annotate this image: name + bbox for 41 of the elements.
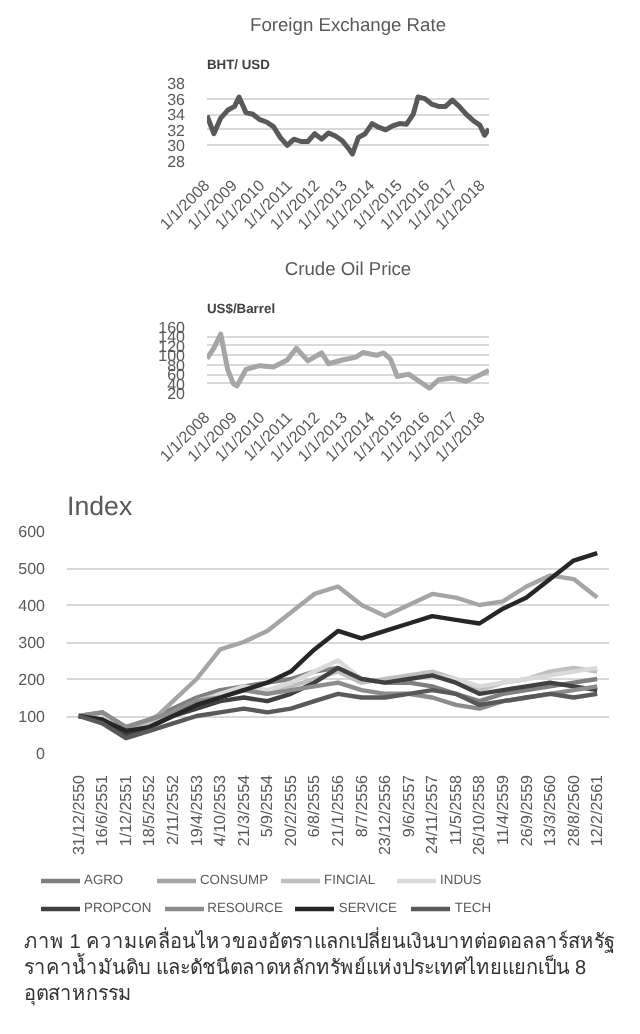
chart-title: Index [67, 491, 133, 521]
y-tick-label: 300 [18, 634, 47, 652]
y-tick-label: 34 [167, 106, 187, 125]
y-tick-label: 28 [167, 153, 187, 171]
y-tick-label: 36 [167, 90, 187, 109]
x-tick-label: 6/8/2555 [305, 773, 324, 838]
x-tick-label: 5/9/2554 [258, 773, 277, 838]
y-tick-label: 38 [167, 75, 187, 93]
y-tick-label: 200 [18, 671, 47, 689]
x-tick-label: 26/10/2558 [470, 773, 489, 856]
x-tick-label: 18/5/2552 [140, 773, 159, 847]
text: ภาพ 1 ความเคลื่อนไหวของอัตราแลกเปลี่ยนเงินบาทต่อดอลลาร์สหรัฐ ราคาน้ำมันดิบ และดัชนีตลาดหลักทรัพย์แห่งประเทศไทยแยกเป็น 8 อุตสาหกรรม [24, 930, 619, 1008]
x-tick-label: 26/9/2559 [517, 773, 536, 847]
y-tick-label: 20 [167, 385, 187, 403]
y-tick-label: 600 [18, 523, 47, 541]
x-tick-label: 28/8/2560 [564, 773, 583, 847]
x-tick-label: 21/3/2554 [234, 773, 253, 847]
y-tick-label: 500 [18, 560, 47, 578]
x-tick-label: 1/12/2551 [116, 773, 135, 847]
x-tick-label: 23/12/2556 [376, 773, 395, 856]
x-tick-label: 11/4/2559 [493, 773, 512, 845]
chart-title: Crude Oil Price [284, 259, 412, 279]
y-tick-label: 100 [18, 708, 47, 726]
chart-title: Foreign Exchange Rate [250, 15, 447, 35]
x-tick-label: 16/6/2551 [93, 773, 112, 847]
x-tick-label: 4/10/2553 [211, 773, 230, 847]
x-tick-label: 31/12/2550 [69, 773, 88, 856]
x-tick-label: 2/11/2552 [164, 773, 183, 845]
x-tick-label: 8/7/2556 [352, 773, 371, 838]
y-tick-label: 32 [167, 121, 187, 140]
y-tick-label: 30 [167, 137, 187, 156]
x-tick-label: 20/2/2555 [281, 773, 300, 847]
y-tick-label: 0 [36, 745, 47, 763]
x-tick-label: 9/6/2557 [399, 773, 418, 838]
x-tick-label: 12/2/2561 [588, 773, 607, 847]
x-tick-label: 11/5/2558 [446, 773, 465, 845]
x-tick-label: 21/1/2556 [329, 773, 347, 847]
x-tick-label: 19/4/2553 [187, 773, 206, 847]
y-tick-label: 400 [18, 597, 47, 615]
x-tick-label: 13/3/2560 [541, 773, 560, 847]
x-tick-label: 24/11/2557 [423, 773, 442, 854]
